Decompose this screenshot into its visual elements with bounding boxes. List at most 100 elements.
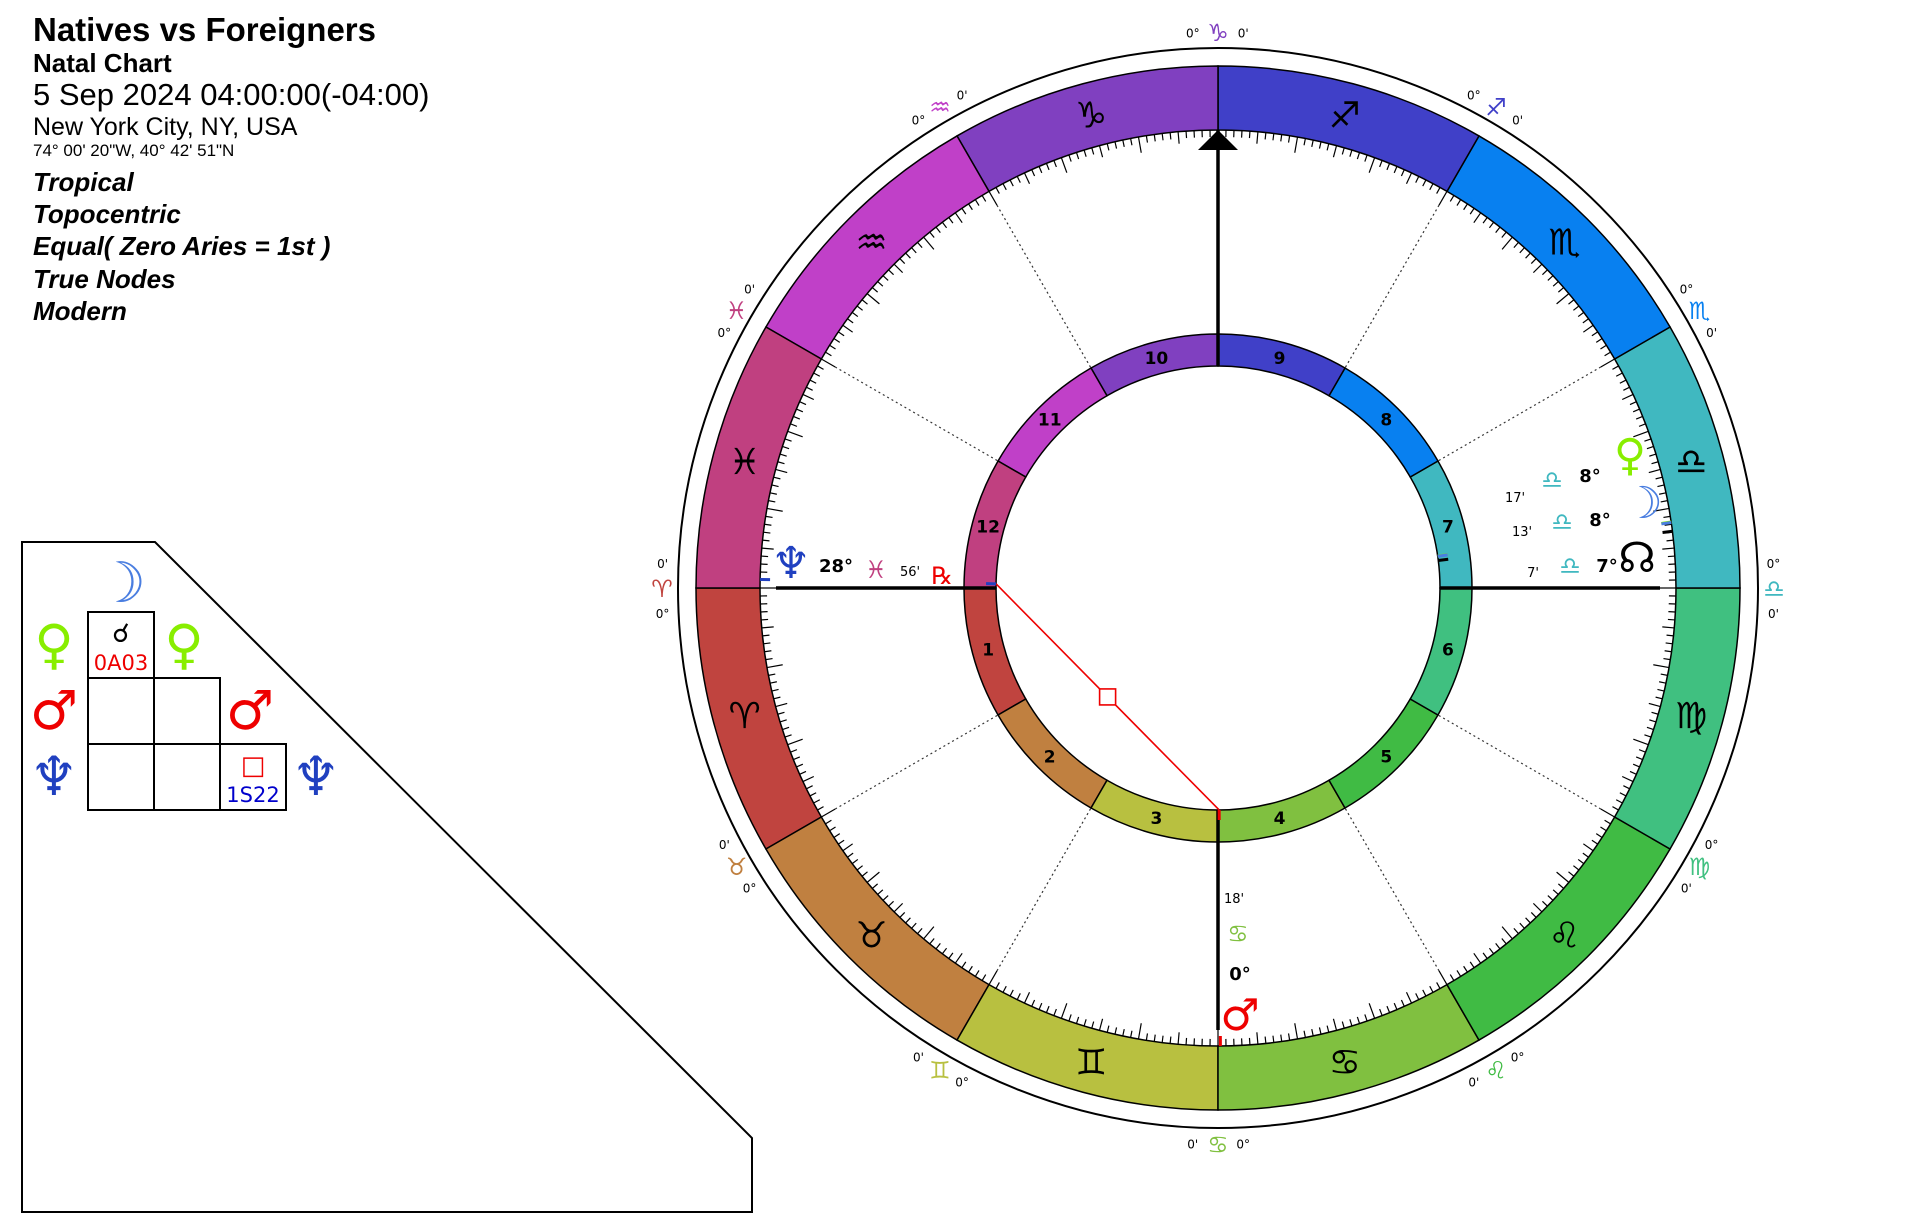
degree-tick bbox=[856, 305, 863, 311]
house-number-4: 4 bbox=[1274, 809, 1286, 829]
degree-tick bbox=[871, 287, 879, 293]
chart-datetime: 5 Sep 2024 04:00:00(-04:00) bbox=[33, 77, 430, 113]
degree-tick bbox=[1311, 139, 1314, 147]
degree-tick bbox=[1264, 132, 1267, 140]
zodiac-type: Tropical bbox=[33, 166, 134, 197]
degree-tick bbox=[842, 843, 854, 852]
degree-tick bbox=[806, 785, 813, 790]
degree-tick bbox=[779, 453, 787, 457]
degree-tick bbox=[1311, 1029, 1314, 1037]
degree-tick bbox=[1326, 1025, 1330, 1033]
degree-tick bbox=[1145, 1033, 1149, 1041]
degree-tick bbox=[1053, 160, 1057, 168]
degree-tick bbox=[773, 696, 781, 700]
degree-tick bbox=[1621, 775, 1634, 783]
degree-tick bbox=[923, 236, 935, 250]
grid-aspect-icon: □ bbox=[241, 751, 266, 781]
degree-tick bbox=[882, 275, 889, 281]
degree-tick bbox=[768, 500, 776, 503]
degree-tick bbox=[1177, 131, 1180, 144]
degree-tick bbox=[1525, 252, 1531, 259]
degree-tick bbox=[829, 344, 836, 350]
degree-tick bbox=[847, 852, 854, 858]
degree-tick bbox=[1386, 1005, 1391, 1013]
degree-tick bbox=[1272, 1035, 1275, 1043]
cusp-degree-label: 0° bbox=[912, 114, 926, 128]
degree-tick bbox=[988, 970, 998, 985]
degree-tick bbox=[1463, 203, 1468, 211]
degree-tick bbox=[1577, 858, 1585, 865]
degree-tick bbox=[777, 711, 785, 715]
cusp-minute-label: 0' bbox=[957, 88, 968, 102]
degree-tick bbox=[1161, 133, 1164, 141]
degree-tick bbox=[1666, 634, 1674, 637]
degree-tick bbox=[1501, 926, 1513, 940]
degree-tick bbox=[1356, 1016, 1361, 1024]
degree-tick bbox=[1341, 1021, 1345, 1029]
degree-tick bbox=[769, 492, 777, 495]
house-number-2: 2 bbox=[1044, 747, 1056, 767]
libra-sign-icon: ♎ bbox=[1675, 442, 1707, 483]
outer-circle bbox=[677, 47, 1759, 1129]
north-node-house-tick bbox=[1438, 557, 1449, 562]
degree-tick bbox=[856, 865, 863, 871]
aspect-grid-frame bbox=[21, 541, 753, 1213]
degree-tick bbox=[763, 642, 771, 645]
cusp-degree-label: 0° bbox=[718, 326, 732, 340]
cusp-degree-label: 0° bbox=[1705, 838, 1719, 852]
degree-tick bbox=[1542, 269, 1548, 276]
degree-tick bbox=[1449, 974, 1455, 981]
degree-tick bbox=[1379, 1008, 1383, 1016]
degree-tick bbox=[1422, 179, 1427, 187]
degree-tick bbox=[1568, 871, 1575, 877]
degree-tick bbox=[1547, 275, 1554, 281]
degree-tick bbox=[923, 926, 935, 940]
degree-tick bbox=[968, 203, 973, 211]
degree-tick bbox=[762, 539, 770, 542]
degree-tick bbox=[1519, 922, 1525, 929]
degree-tick bbox=[1619, 379, 1627, 384]
chart-type: Natal Chart bbox=[33, 47, 172, 78]
degree-tick bbox=[779, 719, 787, 723]
degree-tick bbox=[1655, 476, 1663, 480]
aries-sign-icon: ♈ bbox=[729, 696, 761, 737]
degree-tick bbox=[1393, 1002, 1398, 1010]
cusp-degree-label: 0° bbox=[743, 882, 757, 896]
degree-tick bbox=[1122, 139, 1125, 147]
degree-tick bbox=[813, 799, 821, 804]
degree-tick bbox=[1326, 143, 1330, 151]
degree-tick bbox=[1083, 149, 1087, 157]
degree-tick bbox=[995, 187, 1000, 194]
degree-tick bbox=[1632, 408, 1640, 413]
degree-tick bbox=[802, 393, 815, 401]
degree-tick bbox=[1501, 938, 1507, 945]
degree-tick bbox=[1595, 338, 1603, 343]
degree-tick bbox=[1016, 176, 1021, 183]
degree-tick bbox=[1519, 247, 1525, 254]
degree-tick bbox=[766, 664, 783, 669]
degree-tick bbox=[935, 943, 941, 950]
degree-tick bbox=[948, 217, 954, 224]
degree-tick bbox=[911, 922, 917, 929]
degree-tick bbox=[1002, 183, 1007, 191]
virgo-cusp-icon: ♍ bbox=[1689, 853, 1711, 881]
degree-tick bbox=[1429, 985, 1434, 993]
degree-tick bbox=[1513, 241, 1519, 249]
degree-tick bbox=[941, 221, 948, 229]
degree-tick bbox=[1463, 965, 1468, 973]
degree-tick bbox=[1341, 147, 1345, 155]
degree-tick bbox=[777, 461, 785, 465]
pisces-sign-icon: ♓ bbox=[729, 442, 761, 483]
aries-cusp-icon: ♈ bbox=[651, 575, 673, 603]
degree-tick bbox=[1649, 453, 1657, 457]
degree-tick bbox=[1568, 299, 1575, 305]
degree-tick bbox=[1615, 372, 1623, 377]
degree-tick bbox=[929, 938, 935, 945]
degree-tick bbox=[782, 445, 790, 450]
cusp-degree-label: 0° bbox=[955, 1076, 969, 1090]
mars-sign-icon: ♋ bbox=[1227, 920, 1249, 948]
degree-tick bbox=[1660, 673, 1668, 676]
chart-header: Natives vs Foreigners Natal Chart 5 Sep … bbox=[33, 11, 430, 327]
cusp-minute-label: 0' bbox=[1768, 607, 1779, 621]
moon-house-tick bbox=[1437, 553, 1448, 558]
